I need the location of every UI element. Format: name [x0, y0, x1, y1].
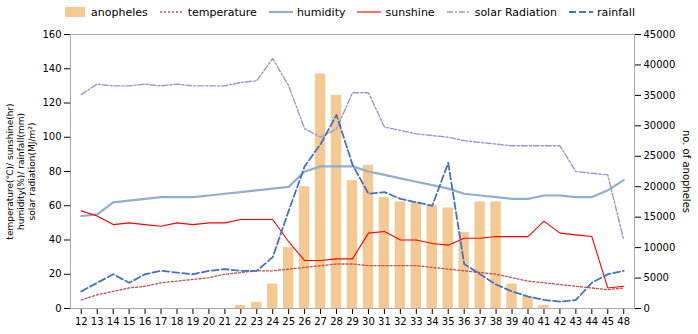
svg-text:45: 45: [601, 316, 614, 327]
html-text:sunshine: sunshine: [385, 5, 435, 19]
svg-text:44: 44: [585, 316, 598, 327]
svg-text:48: 48: [617, 316, 630, 327]
svg-text:40000: 40000: [644, 59, 676, 70]
svg-text:34: 34: [426, 316, 439, 327]
svg-text:60: 60: [49, 200, 62, 211]
svg-text:33: 33: [410, 316, 423, 327]
svg-text:120: 120: [42, 97, 61, 108]
svg-text:15000: 15000: [644, 211, 676, 222]
svg-text:temperature(℃)/ sunshine(hr)hu: temperature(℃)/ sunshine(hr)humidity(%)/…: [5, 103, 37, 239]
svg-text:36: 36: [458, 316, 471, 327]
svg-text:27: 27: [314, 316, 327, 327]
svg-text:80: 80: [49, 166, 62, 177]
svg-text:100: 100: [42, 131, 61, 142]
svg-text:17: 17: [155, 316, 168, 327]
svg-text:0: 0: [644, 303, 650, 314]
svg-text:39: 39: [506, 316, 519, 327]
svg-text:no. of anopheles: no. of anopheles: [681, 130, 692, 213]
svg-text:25: 25: [282, 316, 295, 327]
svg-text:35000: 35000: [644, 90, 676, 101]
svg-text:20: 20: [203, 316, 216, 327]
svg-text:31: 31: [378, 316, 391, 327]
svg-text:35: 35: [442, 316, 455, 327]
svg-text:42: 42: [554, 316, 567, 327]
svg-text:29: 29: [346, 316, 359, 327]
svg-text:45000: 45000: [644, 29, 676, 40]
svg-text:13: 13: [91, 316, 104, 327]
svg-text:25000: 25000: [644, 150, 676, 161]
svg-text:5000: 5000: [644, 272, 669, 283]
svg-text:30000: 30000: [644, 120, 676, 131]
svg-text:18: 18: [171, 316, 184, 327]
svg-text:38: 38: [490, 316, 503, 327]
svg-text:43: 43: [569, 316, 582, 327]
html-text:anopheles: anopheles: [91, 5, 148, 19]
html-text:rainfall: rainfall: [596, 5, 635, 19]
svg-text:40: 40: [49, 234, 62, 245]
svg-text:160: 160: [42, 29, 61, 40]
svg-text:16: 16: [139, 316, 152, 327]
svg-text:20000: 20000: [644, 181, 676, 192]
svg-text:23: 23: [250, 316, 263, 327]
svg-text:15: 15: [123, 316, 136, 327]
svg-text:21: 21: [218, 316, 231, 327]
svg-text:140: 140: [42, 63, 61, 74]
svg-text:41: 41: [538, 316, 551, 327]
svg-text:26: 26: [298, 316, 311, 327]
svg-text:30: 30: [362, 316, 375, 327]
html-text:humidity: humidity: [296, 5, 346, 19]
svg-text:24: 24: [266, 316, 279, 327]
html-text:temperature: temperature: [187, 5, 257, 19]
svg-text:22: 22: [234, 316, 247, 327]
svg-text:28: 28: [330, 316, 343, 327]
html-text:solar Radiation: solar Radiation: [474, 5, 557, 19]
svg-text:12: 12: [75, 316, 88, 327]
svg-text:19: 19: [187, 316, 200, 327]
svg-text:14: 14: [107, 316, 120, 327]
svg-text:10000: 10000: [644, 242, 676, 253]
svg-text:37: 37: [474, 316, 487, 327]
svg-text:40: 40: [522, 316, 535, 327]
svg-text:32: 32: [394, 316, 407, 327]
svg-text:20: 20: [49, 268, 62, 279]
svg-text:0: 0: [55, 303, 61, 314]
